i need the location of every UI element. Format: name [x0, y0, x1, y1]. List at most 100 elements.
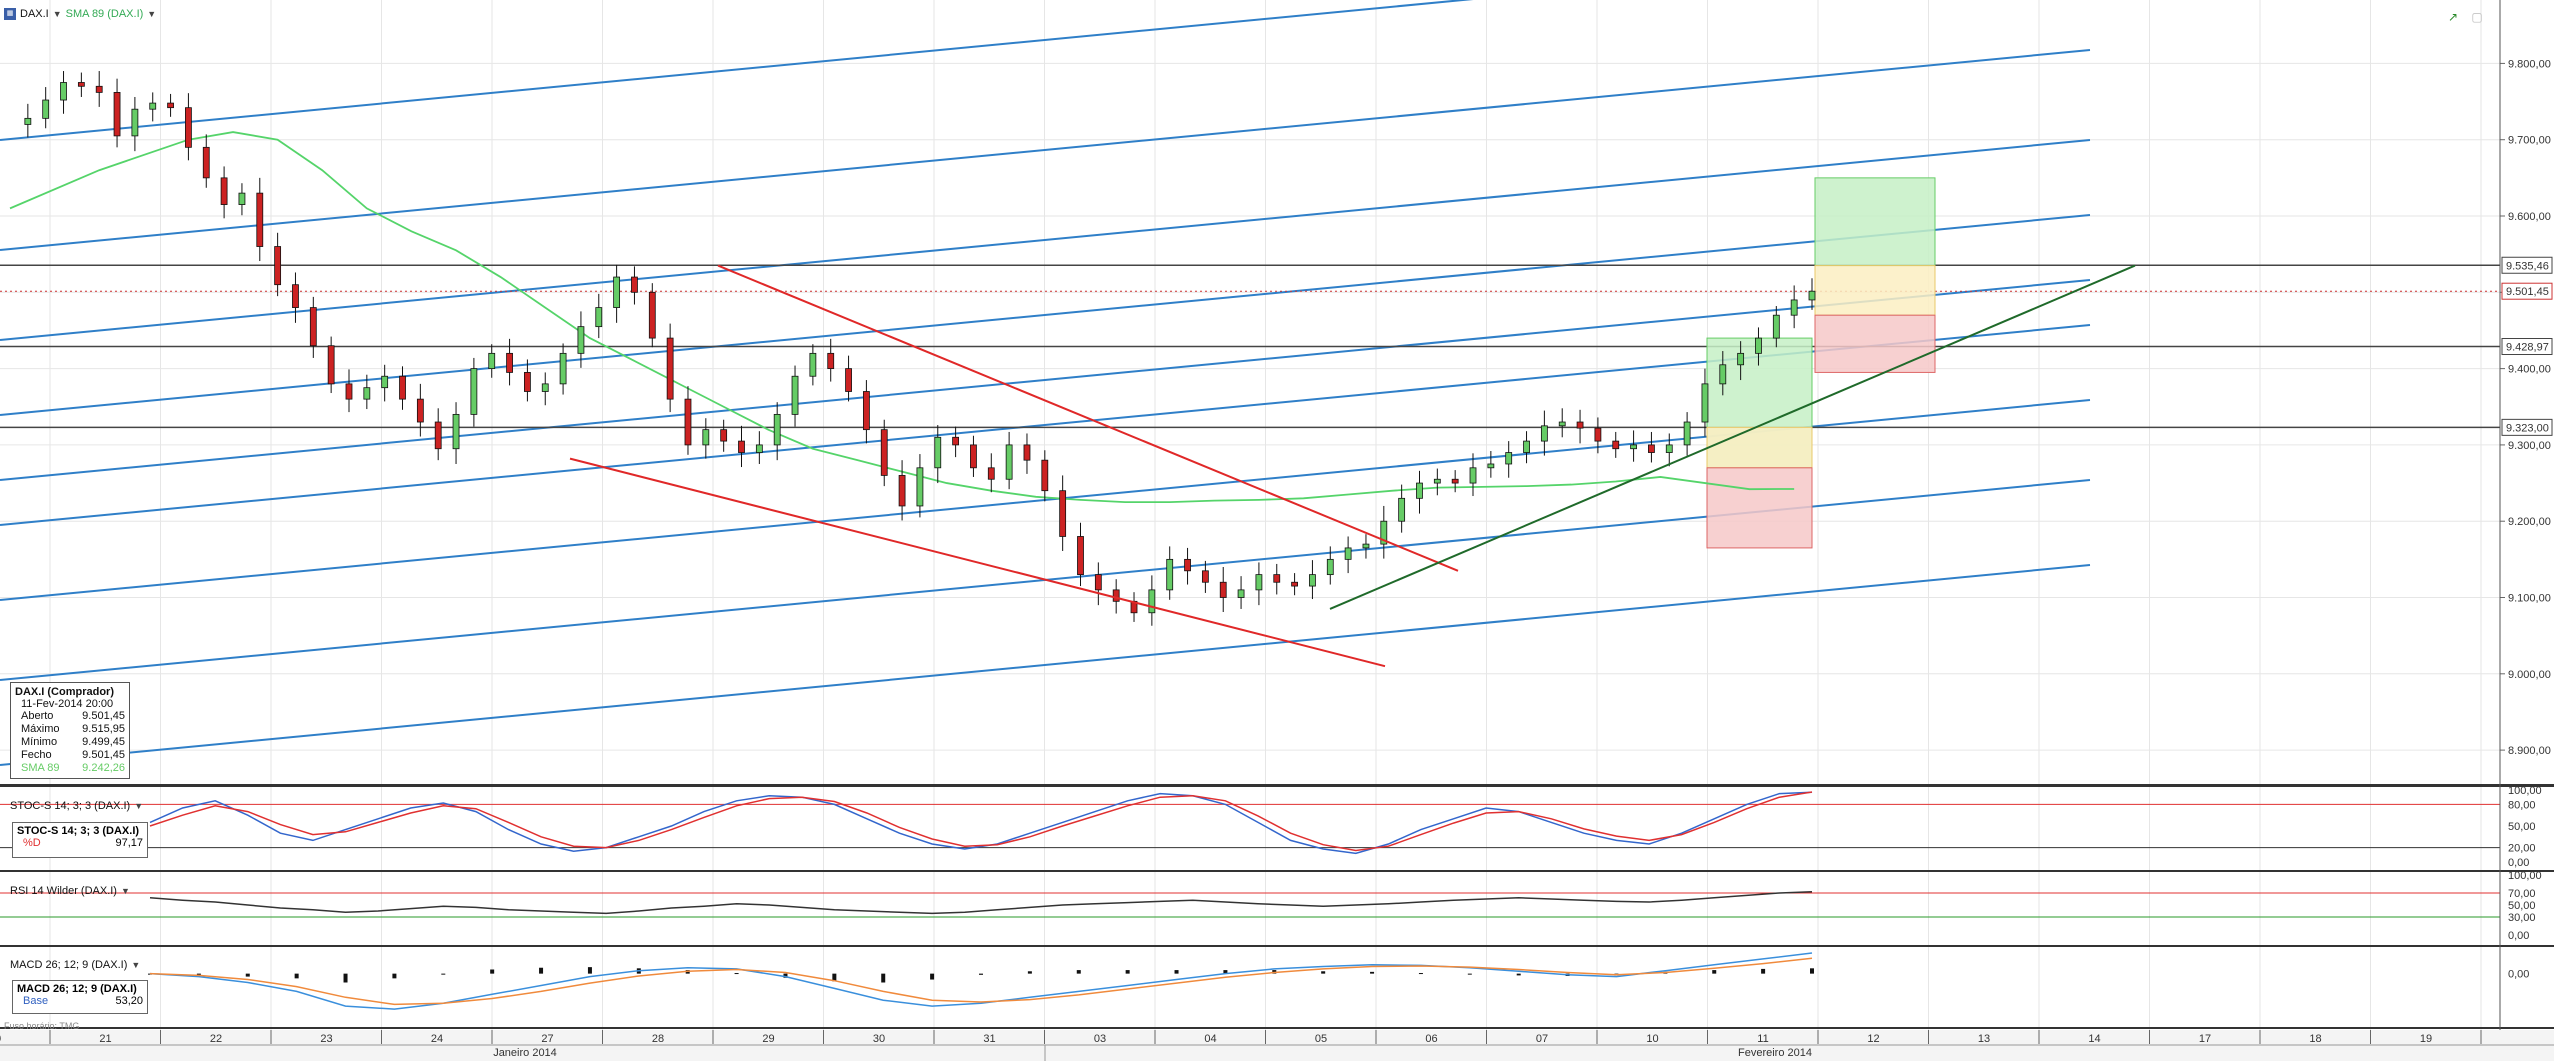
rsi-panel [0, 891, 2500, 918]
candle [1112, 589, 1120, 602]
macd-histogram-bar [1810, 968, 1814, 974]
sma-dropdown-icon[interactable]: ▼ [147, 9, 157, 19]
candle [1451, 478, 1459, 484]
candle [773, 413, 781, 446]
legend-title: DAX.I (Comprador) [15, 686, 114, 698]
candle [1790, 299, 1798, 316]
macd-histogram-bar [392, 973, 397, 979]
rsi-header: RSI 14 Wilder (DAX.I) ▼ [10, 885, 130, 897]
gridlines [0, 0, 2554, 1030]
sma-label[interactable]: SMA 89 (DAX.I) [65, 8, 144, 20]
candle [452, 413, 460, 450]
stoch-axis-label: 50,00 [2508, 821, 2536, 833]
candle [1166, 558, 1174, 591]
timezone-footer: Fuso horário: TMG [4, 1021, 79, 1031]
candle [595, 307, 603, 328]
macd-histogram-bar [1712, 970, 1717, 974]
window-icon[interactable]: ▢ [2471, 10, 2483, 24]
macd-histogram-bar [490, 969, 495, 974]
legend-date: 11-Fev-2014 20:00 [21, 698, 114, 710]
channel-line [0, 49, 2091, 251]
candle [1362, 543, 1370, 549]
legend-row-low: Mínimo 9.499,45 [15, 736, 125, 749]
candle [1398, 497, 1406, 522]
candle [1665, 444, 1673, 453]
price-axis: 9.800,009.700,009.600,009.500,009.400,00… [2499, 0, 2553, 1061]
time-label: 13 [1978, 1033, 1990, 1045]
target-zone [1706, 467, 1813, 549]
candle [880, 429, 888, 476]
candle [827, 352, 835, 370]
candle [416, 398, 424, 423]
legend-row-open: Aberto 9.501,45 [15, 710, 125, 723]
legend-high-value: 9.515,95 [82, 723, 125, 735]
macd-histogram-bar [1467, 973, 1472, 975]
stoch-value-box: STOC-S 14; 3; 3 (DAX.I) %D 97,17 [12, 822, 148, 858]
time-label: 07 [1536, 1033, 1548, 1045]
candle [845, 368, 852, 392]
macd-histogram-bar [1174, 970, 1179, 974]
candle [434, 421, 442, 450]
macd-histogram-bar [930, 973, 935, 980]
macd-header-label[interactable]: MACD 26; 12; 9 (DAX.I) [10, 959, 128, 971]
stoch-k-label: %D [23, 837, 41, 849]
time-label: 20 [0, 1033, 1, 1045]
candle [113, 92, 121, 137]
stoch-dropdown-icon[interactable]: ▼ [134, 801, 144, 811]
time-label: 29 [762, 1033, 774, 1045]
downtrend-line-upper [717, 264, 1459, 572]
candle [1023, 444, 1031, 461]
price-tick-label: 9.200,00 [2508, 516, 2551, 528]
candle [327, 345, 335, 385]
rsi-axis-label: 70,00 [2508, 888, 2536, 900]
time-label: 28 [652, 1033, 664, 1045]
candle [702, 429, 710, 446]
rsi-header-label[interactable]: RSI 14 Wilder (DAX.I) [10, 885, 117, 897]
downtrend-line-lower [569, 457, 1386, 668]
level-label: 9.428,97 [2506, 342, 2549, 354]
rsi-axis-label: 30,00 [2508, 912, 2536, 924]
level-badge [2501, 256, 2553, 274]
time-label: 22 [210, 1033, 222, 1045]
stoch-header: STOC-S 14; 3; 3 (DAX.I) ▼ [10, 800, 143, 812]
month-label: Janeiro 2014 [493, 1047, 557, 1059]
macd-header: MACD 26; 12; 9 (DAX.I) ▼ [10, 959, 140, 971]
legend-low-label: Mínimo [21, 736, 58, 748]
candle [1701, 383, 1709, 423]
candle [1737, 352, 1745, 366]
level-badge [2501, 418, 2553, 436]
candle [684, 398, 692, 446]
legend-open-value: 9.501,45 [82, 710, 125, 722]
macd-dropdown-icon[interactable]: ▼ [131, 960, 141, 970]
candle [1273, 574, 1281, 583]
macd-base-value: 53,20 [115, 995, 143, 1007]
candle [524, 372, 531, 392]
rsi-line [149, 891, 1813, 915]
candle [292, 284, 299, 308]
price-tick-label: 9.600,00 [2508, 211, 2551, 223]
candle [648, 291, 656, 339]
trend-icon[interactable]: ↗ [2447, 10, 2459, 24]
candle [1433, 478, 1441, 484]
channel-line [0, 139, 2091, 341]
macd-row: Base 53,20 [17, 995, 143, 1007]
candle [1594, 427, 1602, 442]
symbol-label[interactable]: DAX.I [20, 8, 49, 20]
rsi-dropdown-icon[interactable]: ▼ [120, 886, 130, 896]
level-label: 9.323,00 [2506, 422, 2549, 434]
stoch-k-line [149, 791, 1813, 855]
stochastic-panel [0, 791, 2500, 855]
candle [274, 246, 282, 286]
stoch-header-label[interactable]: STOC-S 14; 3; 3 (DAX.I) [10, 800, 131, 812]
candle [1612, 440, 1620, 450]
price-tick-label: 9.700,00 [2508, 135, 2551, 147]
candle [613, 276, 621, 308]
time-label: 30 [873, 1033, 885, 1045]
candle [1630, 444, 1637, 450]
dax-icon[interactable]: ▦ [4, 8, 16, 20]
symbol-dropdown-icon[interactable]: ▼ [52, 9, 62, 19]
time-label: 12 [1867, 1033, 1879, 1045]
candle [309, 307, 317, 347]
stoch-d-line [149, 791, 1813, 852]
